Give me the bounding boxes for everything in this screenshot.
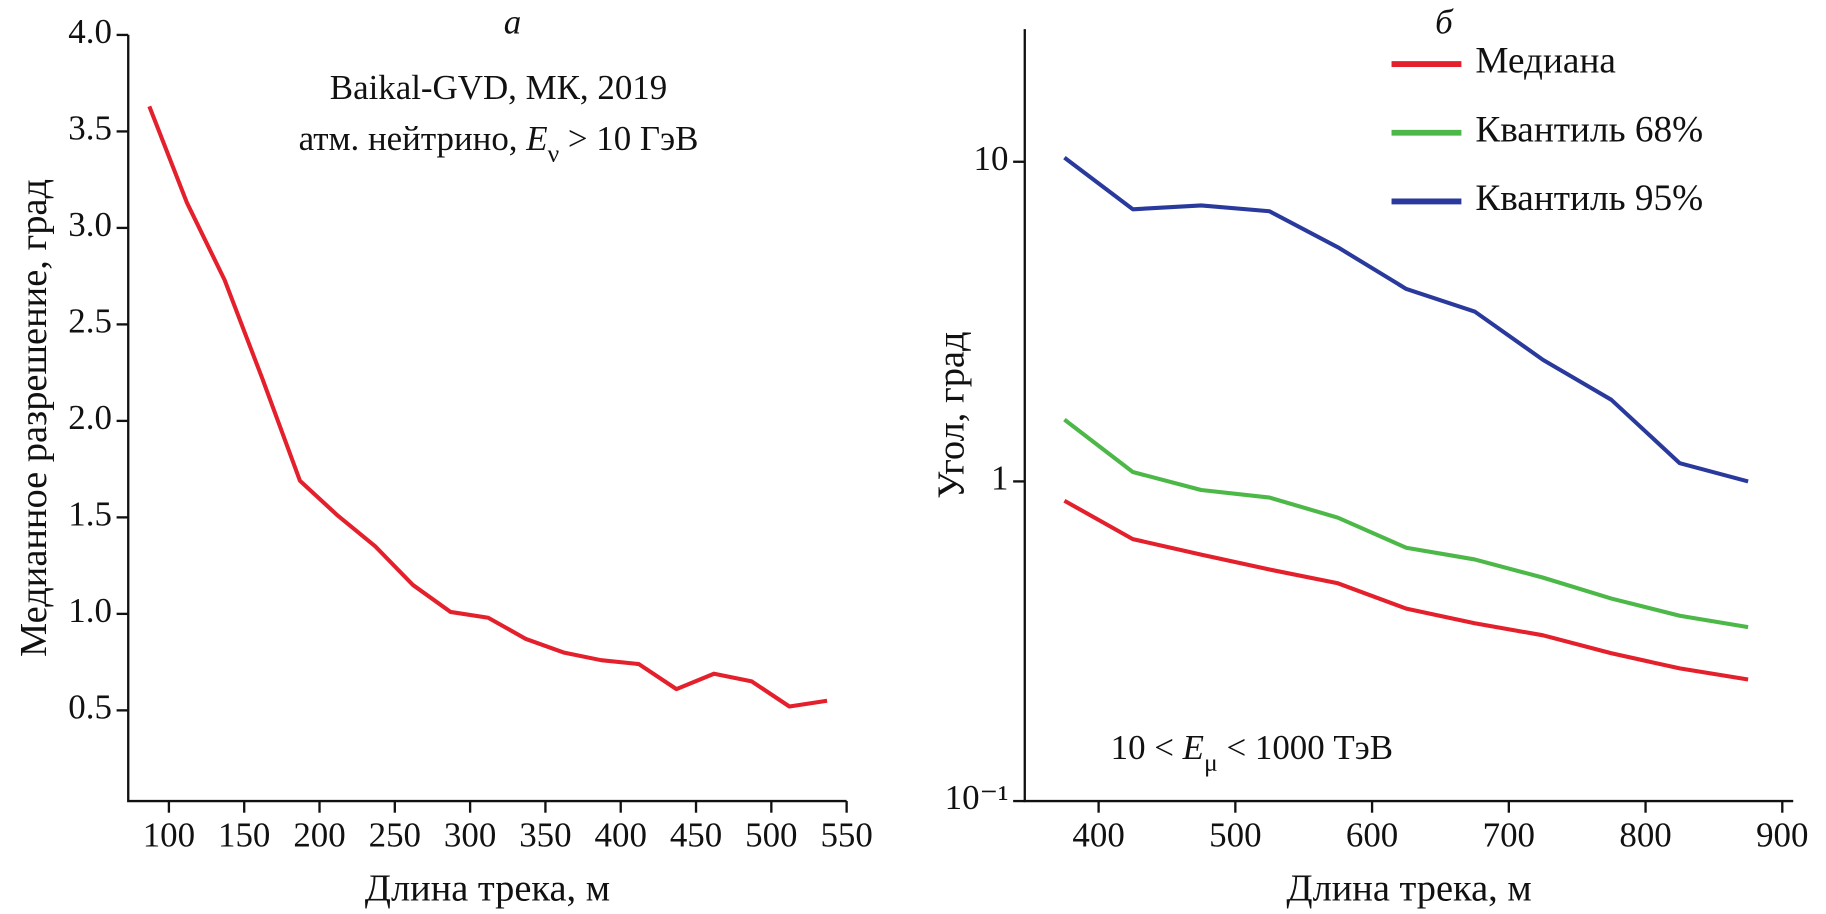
data-line [147,105,828,709]
legend-label: Медиана [1475,41,1616,82]
data-line [1063,418,1749,630]
annotation-part: ν [548,139,560,168]
y-axis-label: Угол, град [931,331,973,498]
y-tick-label: 10 [974,139,1009,178]
annotation: Baikal-GVD, МК, 2019 [330,68,667,107]
annotation-part: > 10 ГэВ [559,119,698,158]
x-tick-label: 900 [1756,815,1808,854]
x-tick-label: 200 [293,815,345,854]
x-tick-label: 350 [519,815,571,854]
panel-label: а [504,3,521,42]
annotation: атм. нейтрино, Eν > 10 ГэВ [299,119,699,168]
x-tick-label: 400 [1072,815,1124,854]
x-axis-label: Длина трека, м [1286,868,1531,910]
y-tick-label: 2.5 [68,301,112,340]
y-axis-label: Медианное разрешение, град [13,179,55,657]
x-tick-label: 600 [1346,815,1398,854]
annotation-part: атм. нейтрино, [299,119,527,158]
annotation-part: E [525,119,547,158]
annotation: 10 < Eμ < 1000 ТэВ [1111,728,1393,777]
x-tick-label: 400 [595,815,647,854]
data-line [1063,498,1749,682]
y-tick-label: 4.0 [68,12,112,51]
y-tick-label: 3.5 [68,108,112,147]
y-tick-label: 10⁻¹ [945,778,1009,817]
y-tick-label: 1.5 [68,494,112,533]
annotation-part: 10 < [1111,728,1183,767]
x-tick-label: 500 [745,815,797,854]
annotation-part: μ [1204,748,1218,777]
x-tick-label: 800 [1619,815,1671,854]
annotation-part: E [1182,728,1204,767]
x-tick-label: 150 [218,815,270,854]
legend-label: Квантиль 95% [1475,178,1703,219]
panel-label: б [1435,3,1454,42]
axes [127,34,847,803]
y-tick-label: 3.0 [68,205,112,244]
legend-label: Квантиль 68% [1475,109,1703,150]
x-tick-label: 100 [143,815,195,854]
y-tick-label: 1 [991,458,1008,497]
y-tick-label: 0.5 [68,687,112,726]
y-tick-label: 2.0 [68,398,112,437]
annotation-part: < 1000 ТэВ [1218,728,1393,767]
x-tick-label: 700 [1483,815,1535,854]
x-tick-label: 550 [820,815,872,854]
data-line [1063,156,1749,484]
y-tick-label: 1.0 [68,591,112,630]
x-axis-label: Длина трека, м [365,868,610,910]
x-tick-label: 250 [369,815,421,854]
annotation-part: Baikal-GVD, МК, 2019 [330,68,667,107]
x-tick-label: 300 [444,815,496,854]
x-tick-label: 500 [1209,815,1261,854]
x-tick-label: 450 [670,815,722,854]
